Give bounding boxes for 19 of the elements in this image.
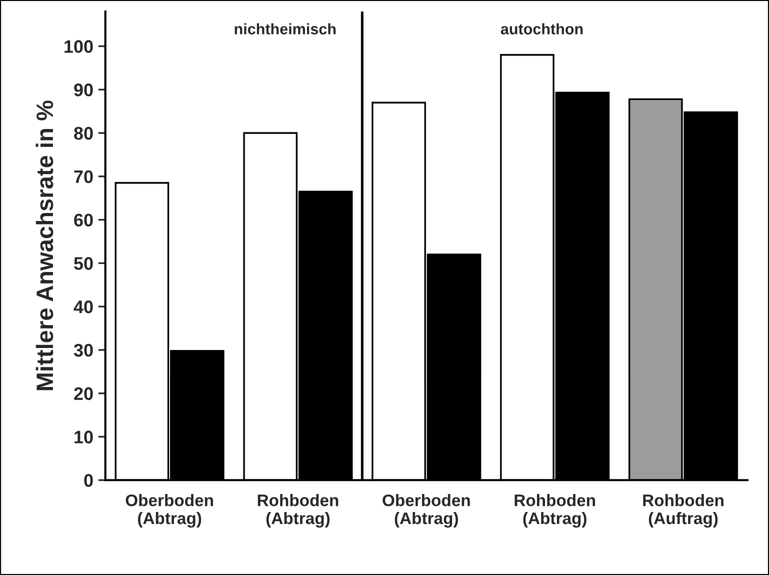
x-tick-label: Oberboden (Abtrag) [382,494,470,528]
y-tick-label: 50 [74,257,93,270]
y-tick-label: 30 [74,344,93,357]
x-tick-label: Rohboden (Abtrag) [514,494,595,528]
y-tick-label: 80 [74,126,93,140]
y-tick-label: 60 [74,214,93,226]
annotation: nichtheimisch [234,23,336,34]
y-tick-label: 90 [74,84,93,96]
y-axis-title: Mittlere Anwachsrate in % [36,100,54,390]
x-tick-label: Oberboden (Abtrag) [126,494,213,528]
y-tick-label: 100 [64,40,93,53]
x-tick-label: Rohboden (Abtrag) [258,494,338,528]
y-tick-label: 40 [74,300,93,314]
y-tick-label: 0 [84,474,93,487]
y-tick-label: 20 [74,387,93,400]
x-tick-label: Rohboden (Auftrag) [643,494,724,528]
y-tick-label: 70 [74,170,93,184]
y-tick-label: 10 [74,430,93,444]
annotation: autochthon [500,23,583,34]
